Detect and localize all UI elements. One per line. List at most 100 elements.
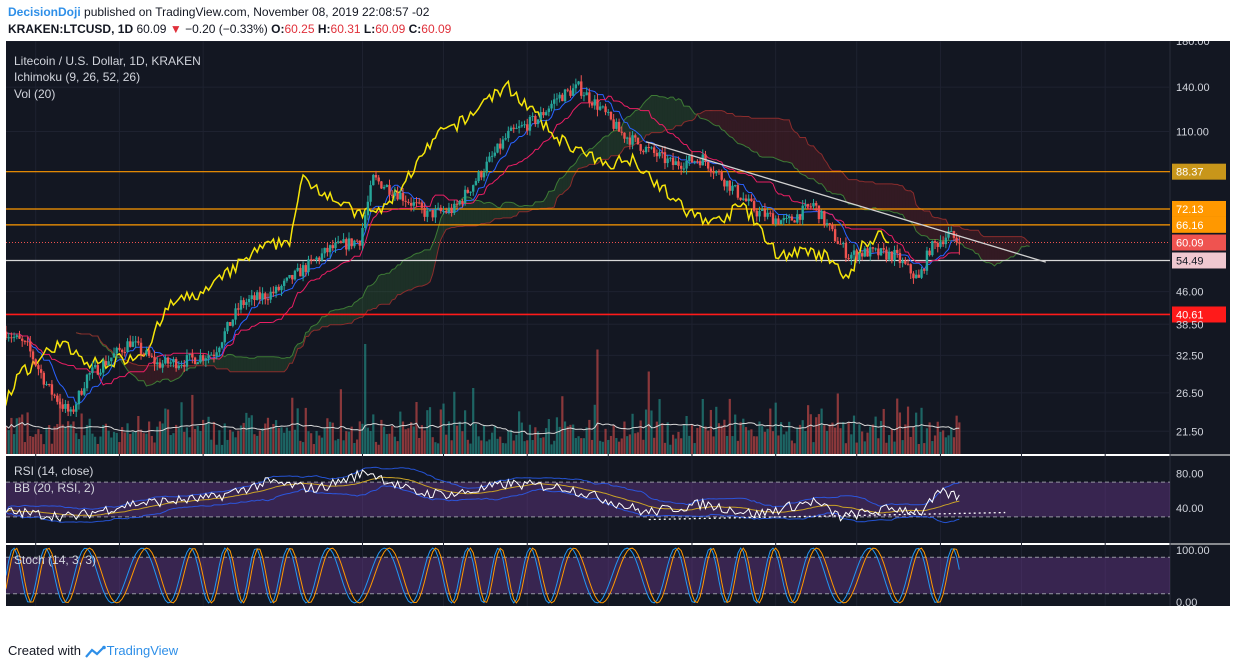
candle-body <box>534 115 537 124</box>
ichimoku-cloud-segment <box>548 191 552 208</box>
ichimoku-cloud-segment <box>872 181 876 208</box>
volume-bar <box>561 396 564 454</box>
bb-lower-line <box>5 485 960 524</box>
candle-body <box>909 264 912 274</box>
ichimoku-cloud-segment <box>808 144 811 179</box>
ichimoku-cloud-segment <box>338 309 341 325</box>
candle-body <box>318 257 321 261</box>
ichimoku-cloud-segment <box>972 230 976 254</box>
ichimoku-cloud-segment <box>375 275 379 309</box>
candle-body <box>293 270 297 280</box>
volume-bar <box>331 422 334 454</box>
ichimoku-cloud-segment <box>262 356 266 372</box>
candle-body <box>396 192 399 200</box>
tradingview-brand[interactable]: TradingView <box>106 643 179 658</box>
ichimoku-cloud-segment <box>475 200 479 226</box>
volume-bar <box>847 422 850 454</box>
candle-body <box>404 200 407 202</box>
volume-bar <box>364 344 367 454</box>
ichimoku-cloud-segment <box>227 354 231 372</box>
ichimoku-legend: Ichimoku (9, 26, 52, 26) <box>14 70 140 84</box>
candle-body <box>507 130 510 139</box>
ichimoku-cloud-segment <box>281 358 285 372</box>
volume-bar <box>798 424 802 454</box>
volume-bar <box>123 432 126 454</box>
candle-body <box>850 254 853 259</box>
candle-body <box>180 364 183 366</box>
candle-body <box>642 150 645 153</box>
ichimoku-cloud-segment <box>400 260 404 295</box>
candle-body <box>801 205 804 220</box>
candle-body <box>882 248 885 250</box>
ichimoku-cloud-segment <box>670 97 674 130</box>
low-label: L: <box>363 22 376 36</box>
candle-body <box>752 201 756 211</box>
ichimoku-cloud-segment <box>222 355 225 369</box>
volume-bar <box>936 421 939 454</box>
candle-body <box>474 181 478 186</box>
high-label: H: <box>317 22 331 36</box>
ichimoku-cloud-segment <box>276 356 279 372</box>
last-price: 60.09 <box>136 22 167 36</box>
ichimoku-cloud-segment <box>511 202 514 218</box>
candle-body <box>509 127 513 131</box>
volume-bar <box>523 441 526 454</box>
ichimoku-cloud-segment <box>659 96 663 133</box>
volume-bar <box>37 429 40 454</box>
volume-bar <box>739 422 742 454</box>
candle-body <box>577 81 580 85</box>
candle-body <box>426 210 429 217</box>
volume-bar <box>545 428 548 454</box>
volume-bar <box>950 427 953 454</box>
candle-body <box>312 259 316 261</box>
volume-bar <box>644 409 648 454</box>
volume-bar <box>426 410 429 454</box>
volume-bar <box>269 427 272 454</box>
ichimoku-cloud-segment <box>378 274 382 305</box>
volume-bar <box>539 437 542 454</box>
price-panel[interactable] <box>6 41 1170 454</box>
ichimoku-cloud-segment <box>724 111 728 134</box>
candle-body <box>226 322 229 332</box>
price-axis[interactable] <box>1170 41 1230 606</box>
ichimoku-cloud-segment <box>664 97 668 131</box>
volume-bar <box>639 420 642 454</box>
candle-body <box>782 218 786 221</box>
chart-canvas[interactable]: 180.00 140.00 110.00 88.37 72.13 66.16 60.09 54… <box>0 36 1230 627</box>
stoch-tick-label: 0.00 <box>1176 597 1197 606</box>
candle-body <box>296 267 299 271</box>
volume-bar <box>712 436 715 454</box>
ichimoku-cloud-segment <box>208 359 212 366</box>
volume-bar <box>112 431 116 454</box>
rsi-panel[interactable] <box>6 456 1170 543</box>
candle-body <box>104 361 108 366</box>
publisher-name[interactable]: DecisionDoji <box>8 5 81 19</box>
candle-body <box>631 135 634 145</box>
ichimoku-cloud-segment <box>791 128 795 168</box>
volume-bar <box>110 437 113 454</box>
candle-body <box>542 112 545 116</box>
volume-bar <box>723 419 726 454</box>
candle-body <box>420 202 424 208</box>
volume-bar <box>72 421 75 454</box>
ichimoku-cloud-segment <box>141 365 144 381</box>
chart-area[interactable]: 180.00 140.00 110.00 88.37 72.13 66.16 60.09 54… <box>0 36 1230 627</box>
volume-bar <box>75 433 78 454</box>
ichimoku-cloud-segment <box>170 365 174 382</box>
candle-body <box>234 308 237 320</box>
candle-body <box>331 245 334 249</box>
candle-body <box>531 115 534 117</box>
ichimoku-cloud-segment <box>964 229 968 249</box>
volume-bar <box>102 425 105 454</box>
candle-body <box>326 247 329 253</box>
candle-body <box>37 365 40 370</box>
candle-body <box>733 185 737 187</box>
volume-bar <box>188 437 191 454</box>
ichimoku-cloud-segment <box>859 181 863 210</box>
ichimoku-cloud-segment <box>713 110 717 126</box>
candle-body <box>436 207 440 209</box>
candle-body <box>820 210 823 220</box>
ichimoku-cloud-segment <box>681 100 684 126</box>
candle-body <box>64 403 67 409</box>
candle-body <box>666 158 669 164</box>
